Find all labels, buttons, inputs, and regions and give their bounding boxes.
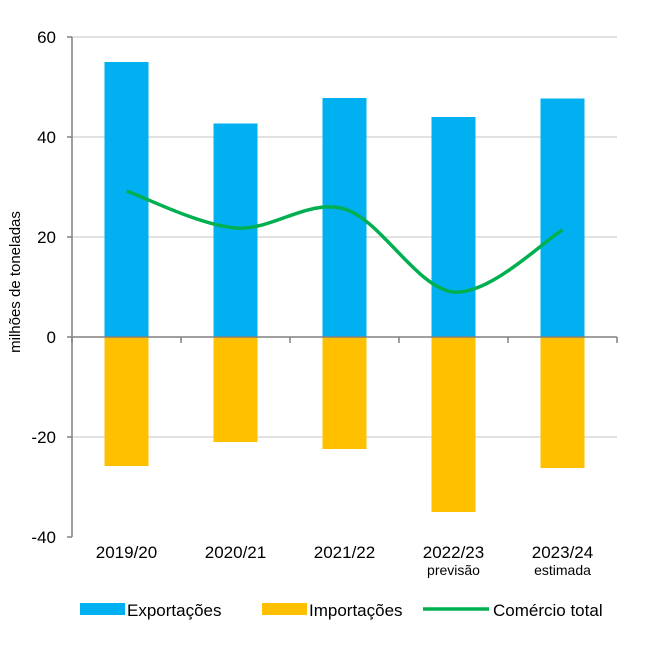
y-tick-label: 60 (37, 28, 56, 47)
legend-label: Importações (309, 601, 403, 620)
axes (67, 36, 618, 538)
y-tick-label: -20 (31, 428, 56, 447)
y-tick-label: -40 (31, 528, 56, 547)
y-axis-label: milhões de toneladas (7, 211, 24, 353)
legend-label: Comércio total (493, 601, 603, 620)
bar-importações (213, 337, 258, 442)
bar-exportações (540, 98, 585, 337)
bar-exportações (213, 123, 258, 337)
x-tick-label: 2019/20 (96, 543, 157, 562)
y-tick-label: 20 (37, 228, 56, 247)
x-tick-label: 2021/22 (314, 543, 375, 562)
line-series (125, 189, 564, 294)
legend: Exportações Importações Comércio total (80, 601, 603, 620)
bar-importações (540, 337, 585, 468)
bar-exportações (104, 62, 149, 337)
x-tick-label: 2023/24 (532, 543, 593, 562)
bar-exportações (431, 117, 476, 337)
bar-importações (104, 337, 149, 466)
bar-importações (431, 337, 476, 512)
x-tick-label: 2020/21 (205, 543, 266, 562)
y-tick-labels: 60 40 20 0 -20 -40 (31, 28, 56, 547)
line-comercio-total (125, 189, 564, 294)
x-tick-note: estimada (534, 562, 591, 578)
bars (104, 62, 585, 512)
y-tick-label: 40 (37, 128, 56, 147)
y-tick-label: 0 (47, 328, 56, 347)
legend-swatch (80, 603, 125, 615)
bar-importações (322, 337, 367, 449)
x-tick-note: previsão (427, 562, 480, 578)
legend-label: Exportações (127, 601, 222, 620)
x-tick-label: 2022/23 (423, 543, 484, 562)
legend-swatch (262, 603, 307, 615)
